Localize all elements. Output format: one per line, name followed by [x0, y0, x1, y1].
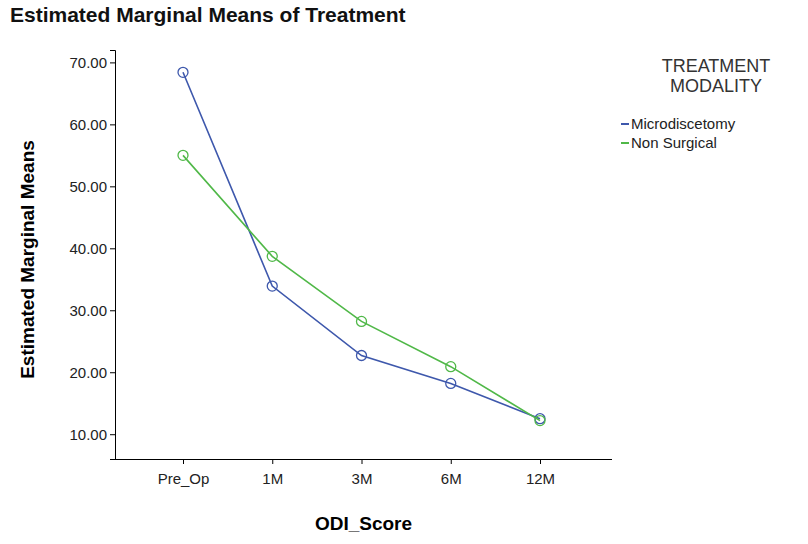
data-point [267, 251, 277, 261]
y-tick: 60.00 [69, 116, 115, 133]
y-tick: 50.00 [69, 178, 115, 195]
y-tick-mark [110, 186, 115, 187]
y-tick: 10.00 [69, 426, 115, 443]
legend-label: Microdiscetomy [631, 115, 736, 132]
legend-swatch [621, 142, 629, 144]
data-point [178, 150, 188, 160]
x-tick: 6M [441, 459, 462, 487]
x-axis: Pre_Op 1M 3M 6M 12M [115, 459, 612, 487]
x-tick-label: 12M [526, 470, 555, 487]
y-axis-title: Estimated Marginal Means [17, 140, 38, 379]
x-tick: 12M [526, 459, 555, 487]
data-point [446, 362, 456, 372]
x-tick-label: 1M [262, 470, 283, 487]
y-tick-label: 20.00 [69, 364, 107, 381]
x-tick-mark [451, 459, 452, 464]
legend-swatch [621, 123, 629, 125]
y-tick-mark [110, 372, 115, 373]
y-tick: 70.00 [69, 54, 115, 71]
y-axis: 10.00 20.00 30.00 40.00 50.00 60.00 70.00 [69, 51, 115, 460]
x-axis-line [115, 459, 612, 460]
data-point [178, 67, 188, 77]
y-axis-line [110, 51, 116, 460]
data-point [535, 416, 545, 426]
legend-title: TREATMENTMODALITY [662, 56, 771, 96]
y-tick: 30.00 [69, 302, 115, 319]
x-tick: 1M [262, 459, 283, 487]
x-tick-mark [272, 459, 273, 464]
data-point [357, 351, 367, 361]
x-axis-title: ODI_Score [315, 513, 412, 534]
y-tick: 40.00 [69, 240, 115, 257]
plot-area [178, 67, 545, 425]
y-tick: 20.00 [69, 364, 115, 381]
x-tick-label: Pre_Op [158, 470, 210, 487]
x-tick-mark [183, 459, 184, 464]
data-point [267, 281, 277, 291]
legend: TREATMENTMODALITY Microdiscetomy Non Surgi… [621, 56, 770, 151]
y-tick-mark [110, 310, 115, 311]
data-point [446, 378, 456, 388]
x-tick-mark [362, 459, 363, 464]
title: Estimated Marginal Means of Treatment [10, 3, 406, 26]
x-tick: 3M [352, 459, 373, 487]
x-tick-label: 6M [441, 470, 462, 487]
y-tick-label: 60.00 [69, 116, 107, 133]
y-tick-label: 30.00 [69, 302, 107, 319]
y-tick-label: 40.00 [69, 240, 107, 257]
y-tick-mark [110, 62, 115, 63]
legend-label: Non Surgical [631, 134, 717, 151]
x-tick-mark [540, 459, 541, 464]
series-line [183, 72, 540, 418]
series-line [183, 155, 540, 420]
y-tick-label: 70.00 [69, 54, 107, 71]
y-tick-mark [110, 248, 115, 249]
data-point [357, 316, 367, 326]
chart: Estimated Marginal Means of Treatment 10.… [0, 0, 808, 544]
x-tick-label: 3M [352, 470, 373, 487]
y-tick-label: 50.00 [69, 178, 107, 195]
y-tick-mark [110, 124, 115, 125]
y-tick-label: 10.00 [69, 426, 107, 443]
y-tick-mark [110, 434, 115, 435]
x-tick: Pre_Op [158, 459, 210, 487]
